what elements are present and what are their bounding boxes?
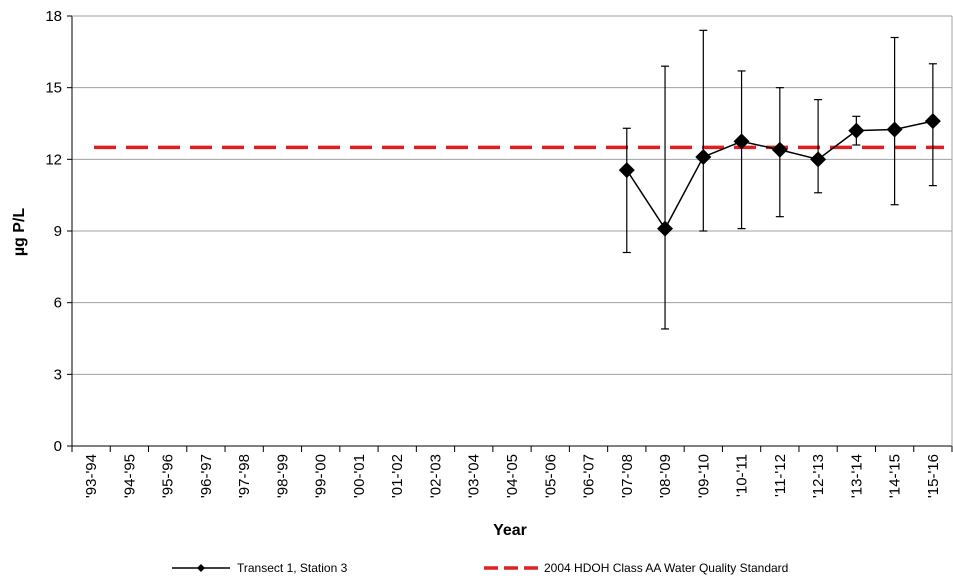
- y-tick-label: 12: [45, 151, 62, 168]
- data-point: [886, 121, 903, 138]
- x-tick-label: '08-'09: [657, 454, 674, 498]
- x-tick-label: '94-'95: [121, 454, 138, 498]
- legend-marker-station3: [197, 564, 205, 572]
- x-tick-label: '14-'15: [887, 454, 904, 498]
- x-tick-label: '96-'97: [198, 454, 215, 498]
- data-point: [733, 133, 750, 150]
- y-tick-label: 9: [54, 223, 62, 240]
- x-tick-label: '93-'94: [83, 454, 100, 498]
- x-tick-label: '10-'11: [734, 454, 751, 497]
- x-tick-label: '05-'06: [542, 454, 559, 498]
- data-point: [810, 151, 827, 168]
- data-point: [695, 148, 712, 165]
- x-tick-label: '98-'99: [274, 454, 291, 498]
- axes: [67, 15, 953, 452]
- legend-label-standard: 2004 HDOH Class AA Water Quality Standar…: [544, 561, 788, 575]
- y-tick-label: 3: [54, 366, 62, 383]
- data-point: [924, 113, 941, 130]
- x-tick-label: '13-'14: [848, 454, 865, 498]
- y-tick-label: 6: [54, 295, 62, 312]
- x-tick-label: '09-'10: [695, 454, 712, 498]
- x-tick-labels: '93-'94 '94-'95 '95-'96 '96-'97 '97-'98 '98-'…: [83, 454, 942, 498]
- series-station3: [618, 29, 941, 330]
- x-tick-label: '15-'16: [925, 454, 942, 498]
- x-tick-label: '07-'08: [619, 454, 636, 498]
- x-axis-title: Year: [493, 522, 527, 539]
- data-point: [657, 220, 674, 237]
- y-tick-label: 15: [45, 80, 62, 97]
- y-tick-label: 0: [54, 438, 62, 455]
- x-tick-label: '01-'02: [389, 454, 406, 498]
- x-tick-label: '06-'07: [581, 454, 598, 498]
- x-tick-label: '11-'12: [772, 454, 789, 497]
- y-axis-title: µg P/L: [11, 208, 28, 257]
- data-point: [848, 122, 865, 139]
- data-point: [618, 162, 635, 179]
- legend: Transect 1, Station 3 2004 HDOH Class AA …: [172, 561, 788, 575]
- y-tick-labels: 0 3 6 9 12 15 18: [45, 8, 62, 455]
- x-tick-label: '95-'96: [160, 454, 177, 498]
- y-tick-label: 18: [45, 8, 62, 25]
- x-tick-label: '02-'03: [427, 454, 444, 498]
- x-tick-label: '97-'98: [236, 454, 253, 498]
- x-tick-label: '00-'01: [351, 454, 368, 498]
- gridlines: [72, 15, 952, 375]
- x-tick-label: '99-'00: [313, 454, 330, 498]
- x-tick-label: '04-'05: [504, 454, 521, 498]
- legend-label-station3: Transect 1, Station 3: [237, 561, 348, 575]
- x-tick-label: '03-'04: [466, 454, 483, 498]
- data-point: [771, 141, 788, 158]
- x-tick-label: '12-'13: [810, 454, 827, 498]
